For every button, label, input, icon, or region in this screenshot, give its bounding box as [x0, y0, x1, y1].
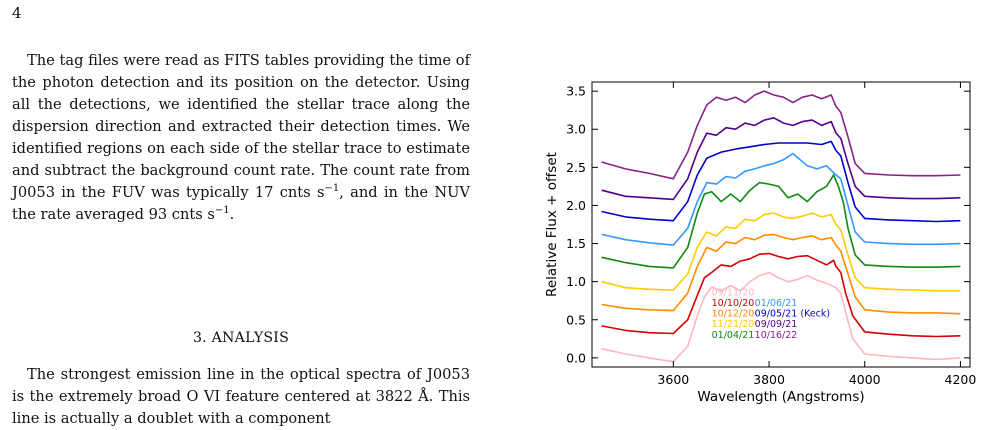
y-tick-label-7: 3.5: [566, 84, 586, 99]
paragraph-text-c: .: [229, 206, 235, 223]
series-line-0: [601, 271, 961, 363]
legend-label-7: 09/09/21: [755, 319, 798, 330]
y-tick-label-2: 1.0: [566, 274, 586, 289]
legend-label-4: 01/04/21: [712, 330, 755, 341]
series-line-1: [601, 252, 961, 338]
x-tick-label-3: 4200: [945, 372, 977, 387]
page-number: 4: [12, 4, 22, 22]
spectra-chart: 3600 3800 4000 4200 0.0 0.5 1.0 1.5 2.0 2.5 3.0 3.5…: [544, 81, 977, 405]
y-tick-label-5: 2.5: [566, 160, 586, 175]
plot-frame: [591, 81, 971, 368]
exponent-1: −1: [324, 183, 340, 195]
section-title: 3. ANALYSIS: [192, 330, 290, 346]
x-tick-label-0: 3600: [657, 372, 689, 387]
legend-label-8: 10/16/22: [755, 330, 798, 341]
paragraph-text-b: , and in the NUV the rate averaged 93 cn…: [12, 184, 470, 223]
legend-label-1: 10/10/20: [712, 298, 755, 309]
legend-label-0: 09/11/20: [712, 287, 755, 298]
x-axis-label: Wavelength (Angstroms): [697, 389, 864, 405]
x-tick-label-1: 3800: [753, 372, 785, 387]
series-line-5: [601, 152, 961, 246]
x-tick-label-2: 4000: [849, 372, 881, 387]
legend-label-2: 10/12/20: [712, 309, 755, 320]
y-tick-label-6: 3.0: [566, 122, 586, 137]
legend-label-3: 11/21/20: [712, 319, 755, 330]
paragraph-data-reduction: The tag files were read as FITS tables p…: [12, 50, 470, 226]
paragraph-text-a: The tag files were read as FITS tables p…: [12, 52, 470, 201]
y-tick-label-3: 1.5: [566, 236, 586, 251]
plot-area: [592, 82, 970, 367]
exponent-2: −1: [214, 205, 230, 217]
legend-label-6: 09/05/21 (Keck): [755, 309, 830, 320]
y-tick-label-1: 0.5: [566, 312, 586, 327]
series-line-3: [601, 212, 961, 292]
paragraph-analysis: The strongest emission line in the optic…: [12, 366, 470, 427]
series-line-7: [601, 117, 961, 201]
y-axis-label: Relative Flux + offset: [544, 152, 560, 297]
series-line-4: [601, 174, 961, 269]
y-tick-label-4: 2.0: [566, 198, 586, 213]
series-line-2: [601, 233, 961, 315]
legend-label-5: 01/06/21: [755, 298, 798, 309]
y-tick-label-0: 0.0: [566, 350, 586, 365]
series-line-8: [601, 90, 961, 180]
series-line-6: [601, 140, 961, 223]
